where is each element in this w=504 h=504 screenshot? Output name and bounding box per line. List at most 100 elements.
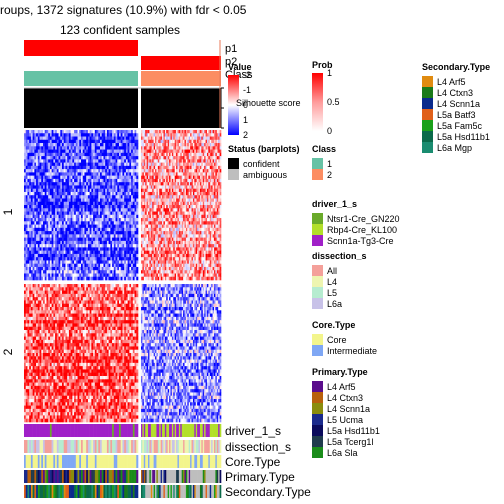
heat-cell xyxy=(127,247,130,251)
heat-cell xyxy=(34,257,37,261)
heat-cell xyxy=(131,227,134,232)
heat-cell xyxy=(166,218,168,222)
heat-cell xyxy=(68,247,71,251)
heat-cell xyxy=(86,253,89,258)
heat-cell xyxy=(170,237,173,242)
heat-cell xyxy=(53,224,56,229)
heat-cell xyxy=(206,175,209,180)
heat-cell xyxy=(108,139,111,144)
heat-cell xyxy=(56,237,59,242)
heat-cell xyxy=(119,182,122,186)
heat-cell xyxy=(166,178,168,183)
heat-cell xyxy=(89,270,92,274)
heat-cell xyxy=(204,195,206,199)
heat-cell xyxy=(94,218,97,222)
heat-cell xyxy=(62,130,65,134)
heat-cell xyxy=(37,130,40,134)
heat-cell xyxy=(49,237,52,242)
heat-cell xyxy=(105,205,108,209)
heat-cell xyxy=(156,231,159,235)
heat-cell xyxy=(98,270,101,274)
heat-cell xyxy=(32,253,35,258)
heat-cell xyxy=(206,139,209,144)
heat-cell xyxy=(103,257,106,261)
heat-cell xyxy=(122,231,125,235)
heat-cell xyxy=(211,221,213,225)
heat-cell xyxy=(190,172,192,176)
heat-cell xyxy=(49,172,52,176)
heat-cell xyxy=(74,231,77,235)
heat-cell xyxy=(170,149,173,154)
heat-cell xyxy=(208,198,211,203)
heat-cell xyxy=(205,162,208,167)
heat-cell xyxy=(53,195,56,199)
heat-cell xyxy=(87,208,90,212)
heat-cell xyxy=(131,175,134,180)
heat-cell xyxy=(37,208,40,212)
heat-cell xyxy=(199,231,202,235)
heat-cell xyxy=(125,227,128,232)
heat-cell xyxy=(119,156,122,160)
heat-cell xyxy=(206,149,209,154)
heat-cell xyxy=(60,240,63,245)
heat-cell xyxy=(56,263,59,268)
heat-cell xyxy=(198,214,201,219)
heat-cell xyxy=(103,162,106,167)
heat-cell xyxy=(117,146,120,150)
heat-cell xyxy=(187,201,190,206)
heat-cell xyxy=(77,247,80,251)
heat-cell xyxy=(173,182,175,186)
heat-cell xyxy=(129,263,132,268)
heat-cell xyxy=(53,139,56,144)
heat-cell xyxy=(87,253,90,258)
heat-cell xyxy=(201,234,204,238)
heat-cell xyxy=(197,195,199,199)
heat-cell xyxy=(56,240,59,245)
heat-cell xyxy=(211,185,213,189)
heat-cell xyxy=(164,231,167,235)
heat-cell xyxy=(43,143,46,147)
heat-cell xyxy=(101,146,104,150)
heat-cell xyxy=(162,139,164,144)
heat-cell xyxy=(44,149,47,154)
heat-cell xyxy=(204,130,206,134)
heat-cell xyxy=(150,143,153,147)
heat-cell xyxy=(132,231,135,235)
heat-cell xyxy=(108,169,111,173)
heat-cell xyxy=(192,208,195,212)
heat-cell xyxy=(134,257,137,261)
heat-cell xyxy=(136,130,139,134)
heat-cell xyxy=(101,162,104,167)
heat-cell xyxy=(125,198,128,203)
heat-cell xyxy=(142,172,145,176)
heat-cell xyxy=(79,266,82,271)
heat-cell xyxy=(75,130,78,134)
heat-cell xyxy=(202,234,205,238)
heat-cell xyxy=(51,139,54,144)
heat-cell xyxy=(93,273,96,278)
heat-cell xyxy=(49,143,52,147)
heat-cell xyxy=(177,211,180,216)
heat-cell xyxy=(129,224,132,229)
heat-cell xyxy=(74,143,77,147)
heat-cell xyxy=(215,165,218,170)
heat-cell xyxy=(185,143,188,147)
heat-cell xyxy=(191,188,194,193)
heat-cell xyxy=(110,231,113,235)
heat-cell xyxy=(219,146,222,150)
heat-cell xyxy=(82,247,85,251)
heat-cell xyxy=(98,276,101,281)
heat-cell xyxy=(215,159,218,163)
heat-cell xyxy=(125,214,128,219)
heat-cell xyxy=(155,234,157,238)
heat-cell xyxy=(176,214,178,219)
heat-cell xyxy=(169,178,171,183)
heat-cell xyxy=(110,169,113,173)
heat-cell xyxy=(24,240,27,245)
heat-cell xyxy=(113,130,116,134)
heat-cell xyxy=(91,211,94,216)
heat-cell xyxy=(159,218,161,222)
heat-cell xyxy=(184,136,187,141)
heat-cell xyxy=(106,227,109,232)
heat-cell xyxy=(166,205,168,209)
